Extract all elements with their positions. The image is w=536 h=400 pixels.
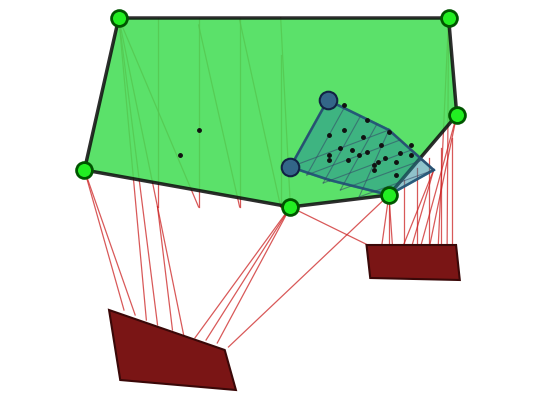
Point	[115, 15, 123, 21]
Polygon shape	[109, 310, 236, 390]
Point	[452, 112, 461, 118]
Polygon shape	[367, 245, 460, 280]
Polygon shape	[84, 18, 457, 207]
Point	[286, 204, 295, 210]
Polygon shape	[291, 100, 434, 195]
Point	[444, 15, 453, 21]
Point	[80, 167, 88, 173]
Point	[286, 164, 295, 170]
Point	[385, 192, 393, 198]
Point	[323, 97, 332, 103]
